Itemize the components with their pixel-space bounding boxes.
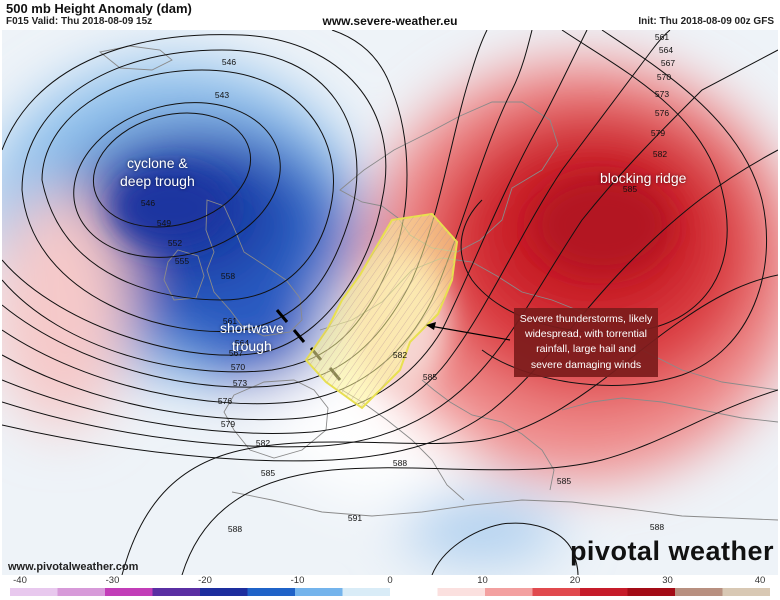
contour-label: 564 (659, 45, 673, 55)
colorbar-tick-label: -20 (198, 575, 212, 586)
colorbar (10, 588, 770, 596)
shortwave-label-line: trough (232, 337, 272, 354)
map-header: 500 mb Height Anomaly (dam) F015 Valid: … (0, 0, 780, 30)
cyclone-label-line: deep trough (120, 172, 195, 189)
colorbar-tick-label: 20 (569, 575, 581, 586)
contour-label: 564 (235, 338, 249, 348)
contour-label: 588 (650, 522, 664, 532)
contour-label: 561 (223, 316, 237, 326)
colorbar-segment (627, 588, 676, 596)
contour-label: 585 (623, 184, 637, 194)
colorbar-tick-label: 0 (387, 575, 393, 586)
contour-label: 573 (233, 378, 247, 388)
colorbar-tick-label: 30 (662, 575, 673, 586)
colorbar-ticks: -40 -30 -20 -10 0 10 20 30 40 (10, 575, 770, 587)
colorbar-segment (342, 588, 391, 596)
contour-label: 570 (657, 72, 671, 82)
storm-callout-line: severe damaging winds (530, 358, 642, 371)
contour-label: 579 (221, 419, 235, 429)
brand-logo: pivotal weather (569, 536, 774, 566)
colorbar-tick-label: -40 (13, 575, 27, 586)
colorbar-segment (722, 588, 770, 596)
ridge-label: blocking ridge (600, 170, 687, 186)
colorbar-tick-label: -30 (105, 575, 120, 586)
contour-label: 591 (348, 513, 362, 523)
colorbar-segment (247, 588, 296, 596)
contour-label: 585 (423, 372, 437, 382)
contour-label: 576 (655, 108, 669, 118)
cyclone-label: cyclone & deep trough (120, 155, 195, 190)
contour-label: 558 (221, 271, 235, 281)
source-site: www.severe-weather.eu (322, 14, 458, 28)
colorbar-segment (10, 588, 58, 596)
colorbar-segment (390, 588, 438, 596)
contour-label: 573 (655, 89, 669, 99)
contour-label: 576 (218, 396, 232, 406)
colorbar-tick-label: 40 (754, 575, 766, 586)
storm-callout-line: Severe thunderstorms, likely (519, 313, 653, 325)
contour-label: 582 (256, 438, 270, 448)
storm-callout: Severe thunderstorms, likely widespread,… (514, 308, 658, 377)
cyclone-label-line: cyclone & (127, 155, 188, 171)
contour-label: 546 (222, 57, 236, 67)
contour-label: 567 (661, 58, 675, 68)
storm-callout-line: widespread, with torrential (525, 328, 647, 341)
colorbar-segment (200, 588, 248, 596)
footer-url: www.pivotalweather.com (8, 561, 139, 573)
contour-label: 555 (175, 256, 189, 266)
contour-label: 585 (261, 468, 275, 478)
contour-label: 552 (168, 238, 182, 248)
colorbar-segment (675, 588, 723, 596)
colorbar-tick-label: 10 (477, 575, 488, 586)
colorbar-tick-label: -10 (290, 575, 305, 586)
shortwave-label: shortwave trough (220, 320, 284, 355)
colorbar-segment (580, 588, 628, 596)
contour-label: 561 (655, 32, 669, 42)
colorbar-segment (295, 588, 343, 596)
contour-label: 582 (653, 149, 667, 159)
colorbar-segment (105, 588, 153, 596)
contour-label: 588 (393, 458, 407, 468)
map-canvas: 546 543 546 549 552 555 558 561 564 567 … (2, 30, 778, 575)
contour-label: 582 (393, 350, 407, 360)
contour-label: 585 (557, 476, 571, 486)
init-time: Init: Thu 2018-08-09 00z GFS (638, 16, 774, 27)
contour-label: 543 (215, 90, 229, 100)
contour-labels: 546 543 546 549 552 555 558 561 564 567 … (141, 32, 675, 534)
contour-label: 579 (651, 128, 665, 138)
contour-label: 546 (141, 198, 155, 208)
colorbar-segment (437, 588, 486, 596)
contour-label: 549 (157, 218, 171, 228)
colorbar-segment (57, 588, 106, 596)
contour-label: 567 (229, 348, 243, 358)
storm-hatch (306, 214, 457, 408)
colorbar-segment (485, 588, 533, 596)
colorbar-segment (152, 588, 201, 596)
contour-label: 588 (228, 524, 242, 534)
height-contours (2, 30, 778, 575)
colorbar-segment (532, 588, 581, 596)
map-title: 500 mb Height Anomaly (dam) (6, 1, 192, 16)
shortwave-label-line: shortwave (220, 320, 284, 336)
contour-label: 570 (231, 362, 245, 372)
storm-callout-line: rainfall, large hail and (536, 343, 636, 356)
storm-arrow (426, 322, 511, 341)
anomaly-map: 546 543 546 549 552 555 558 561 564 567 … (2, 30, 778, 575)
valid-time: F015 Valid: Thu 2018-08-09 15z (6, 16, 153, 27)
